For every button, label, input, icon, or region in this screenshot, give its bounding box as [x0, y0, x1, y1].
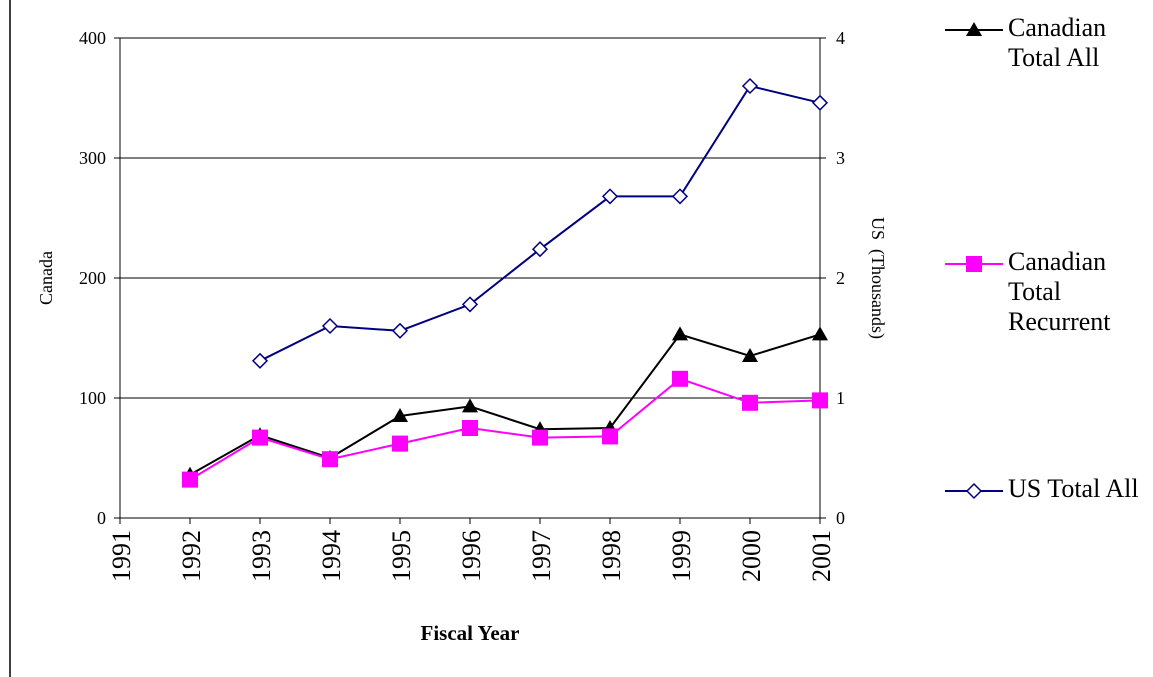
y2-tick-label: 4: [836, 28, 845, 48]
data-point: [462, 398, 478, 413]
y-tick-label: 400: [79, 28, 106, 48]
data-point: [251, 352, 269, 369]
data-point: [671, 188, 689, 205]
x-tick-label: 1999: [667, 530, 696, 582]
data-point: [182, 471, 198, 488]
data-point: [742, 394, 758, 411]
x-axis-title: Fiscal Year: [421, 621, 520, 645]
legend-label: US Total All: [1008, 474, 1139, 503]
series-line: [259, 84, 821, 362]
y-tick-label: 300: [79, 148, 106, 168]
data-point: [391, 322, 409, 339]
y-axis-title: Canada: [36, 251, 56, 305]
data-point: [812, 326, 828, 341]
legend-label: Canadian Total Recurrent: [1008, 247, 1111, 336]
x-tick-label: 1998: [597, 530, 626, 582]
data-point: [672, 370, 688, 387]
y2-tick-label: 0: [836, 508, 845, 528]
y2-tick-label: 2: [836, 268, 845, 288]
data-point: [321, 317, 339, 335]
x-tick-label: 1994: [317, 530, 346, 582]
legend-marker: [966, 22, 982, 36]
y-tick-label: 100: [79, 388, 106, 408]
data-point: [602, 428, 618, 445]
data-point: [462, 420, 478, 436]
data-point: [601, 188, 619, 205]
x-tick-label: 1997: [527, 530, 556, 582]
series-line: [189, 377, 821, 481]
legend-marker: [966, 256, 982, 272]
legend-marker: [965, 482, 983, 500]
y-tick-label: 200: [79, 268, 106, 288]
y-tick-label: 0: [97, 508, 106, 528]
data-point: [392, 435, 408, 452]
x-tick-label: 1996: [457, 530, 486, 582]
y2-tick-label: 1: [836, 388, 845, 408]
series-line: [189, 333, 821, 476]
data-point: [811, 94, 829, 111]
data-point: [672, 326, 688, 341]
data-point: [252, 429, 268, 446]
data-point: [531, 241, 549, 258]
data-point: [812, 392, 828, 409]
legend-label: Canadian Total All: [1008, 13, 1107, 72]
data-point: [741, 77, 759, 95]
x-tick-label: 1993: [247, 530, 276, 582]
data-point: [461, 296, 479, 313]
data-point: [742, 348, 758, 362]
data-point: [392, 408, 408, 422]
data-point: [322, 451, 338, 468]
x-tick-label: 1992: [177, 530, 206, 582]
x-tick-label: 1995: [387, 530, 416, 582]
x-tick-label: 2000: [737, 530, 766, 582]
x-tick-label: 2001: [807, 530, 836, 582]
data-point: [532, 429, 548, 446]
x-tick-label: 1991: [107, 530, 136, 582]
y2-tick-label: 3: [836, 148, 845, 168]
y2-axis-title: US (Thousands): [867, 217, 888, 339]
